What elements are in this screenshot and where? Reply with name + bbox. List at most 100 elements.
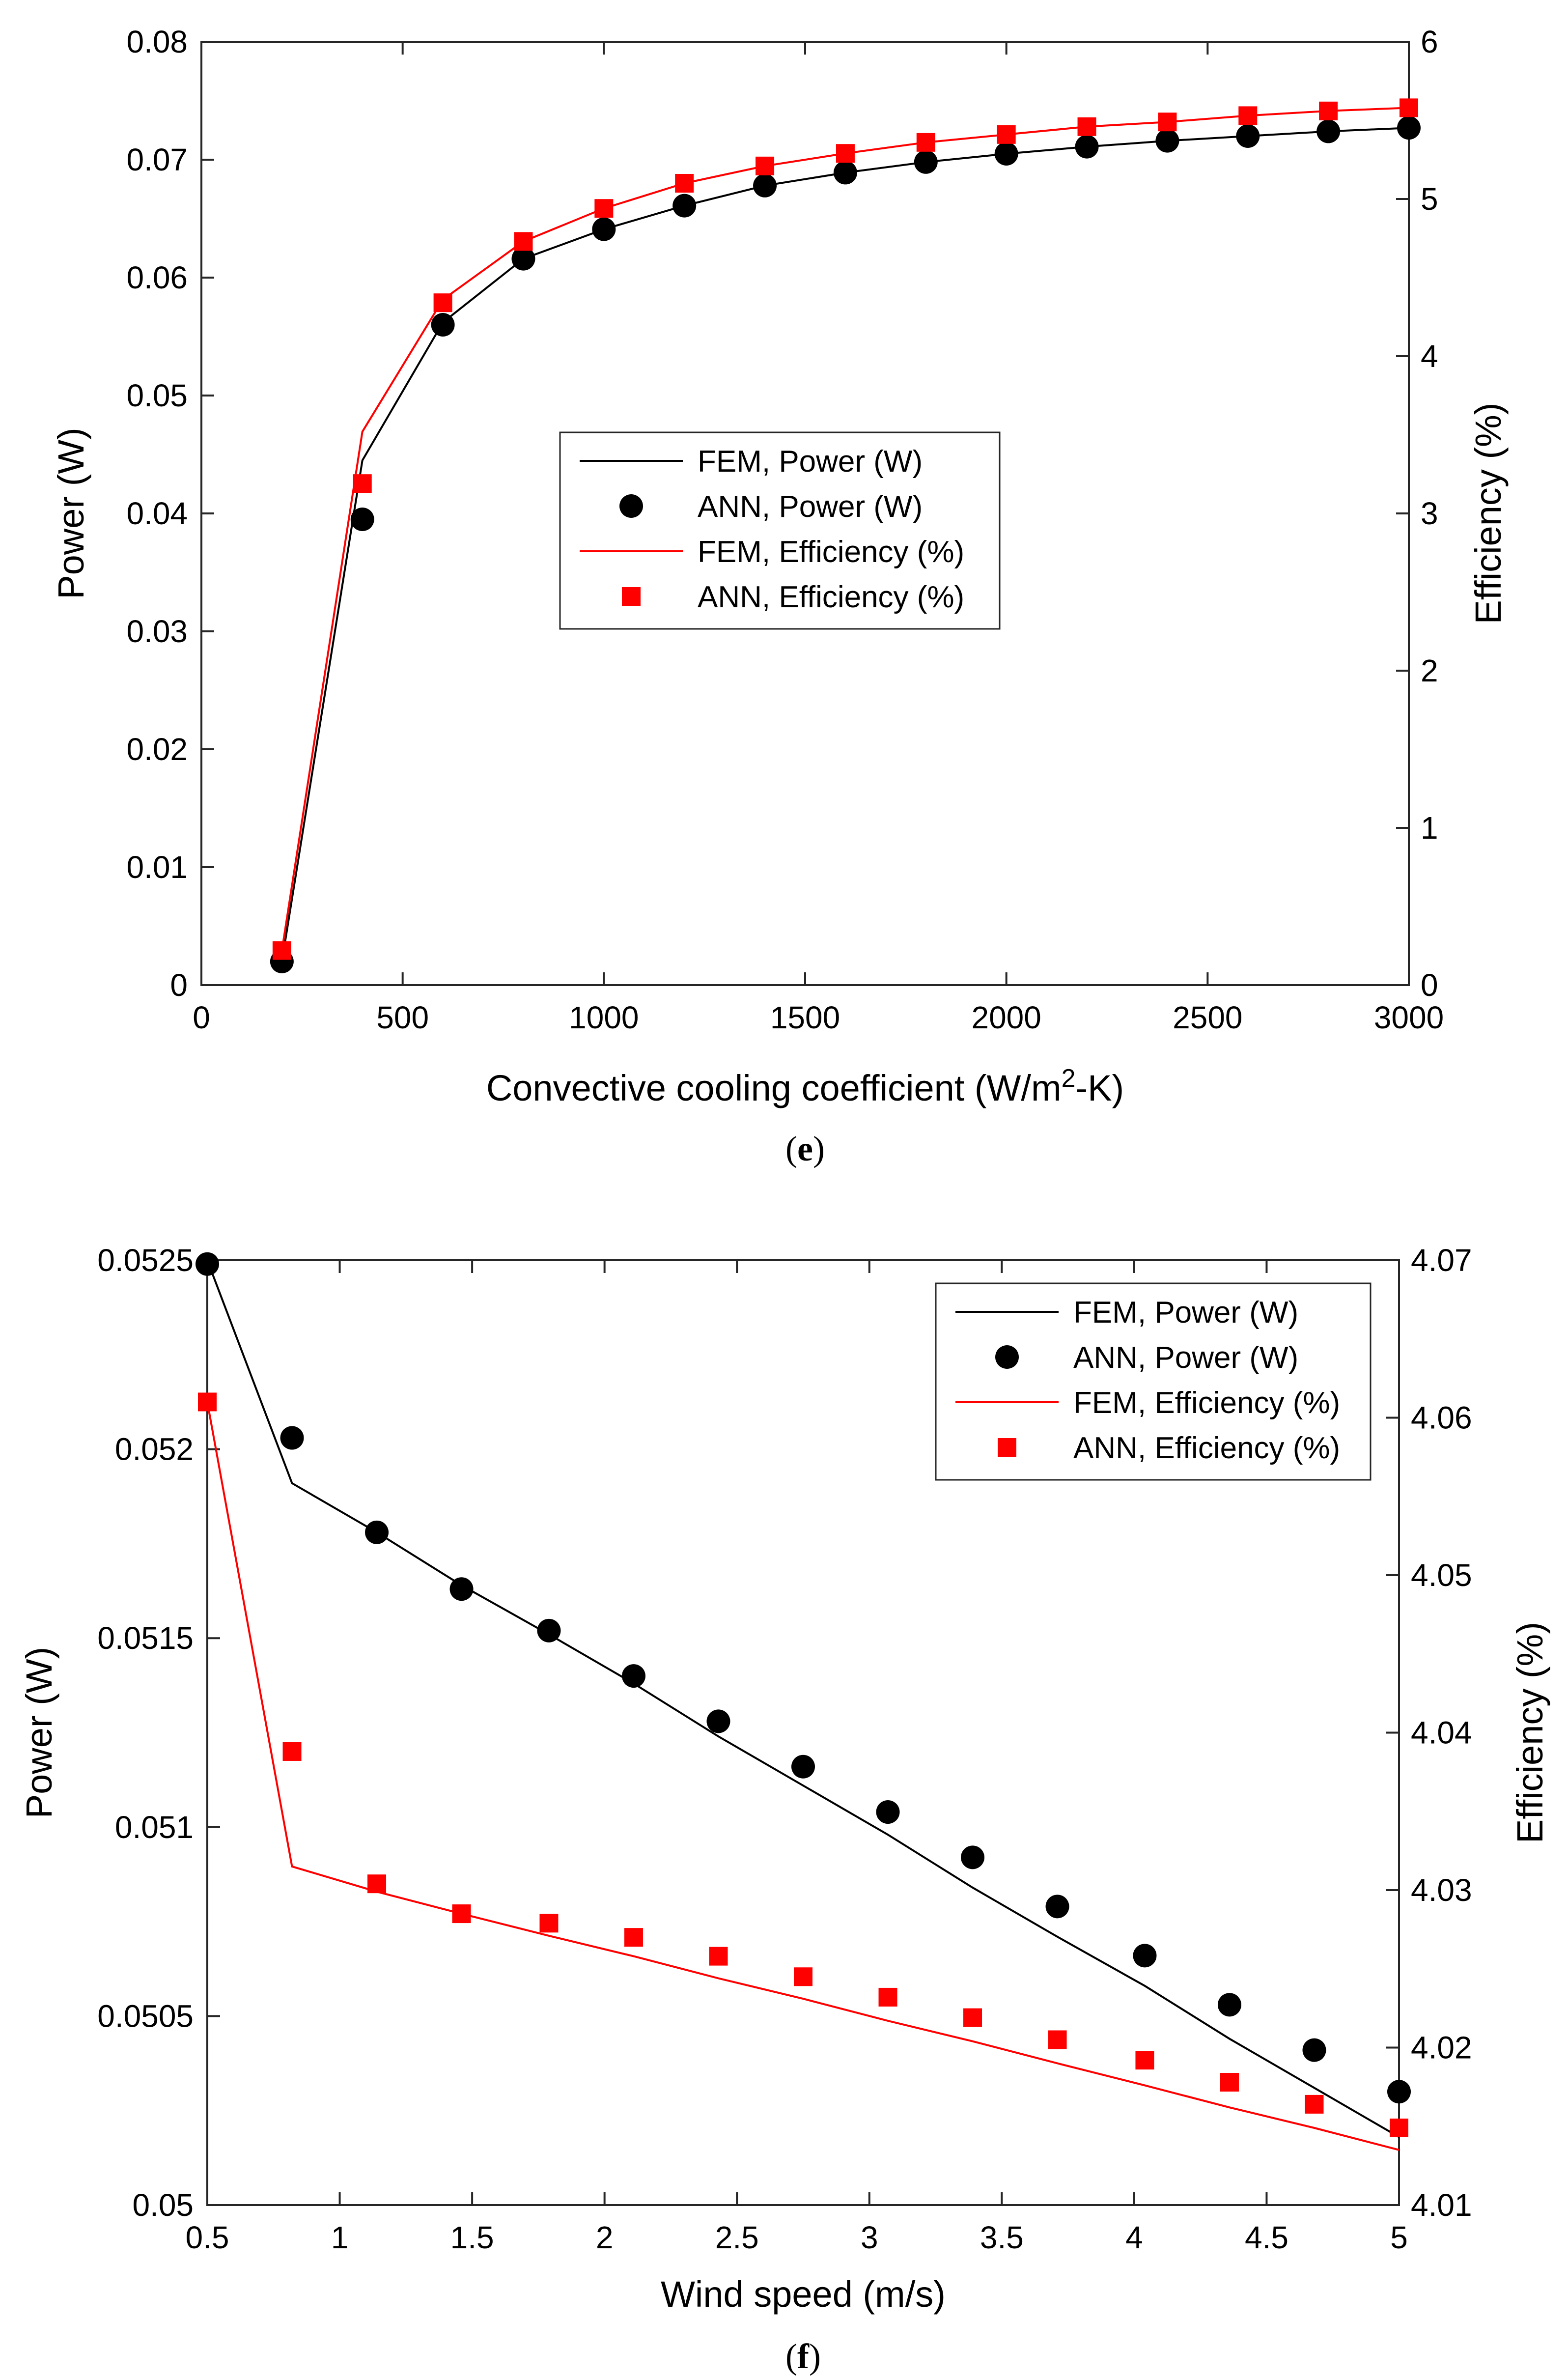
data-point-square [433,293,452,312]
y-right-tick-label: 3 [1421,496,1438,531]
data-point-circle [621,1664,645,1688]
series-ann-efficiency [198,1392,1408,2137]
data-point-circle [1075,135,1099,159]
y-right-tick-label: 4.06 [1411,1400,1472,1436]
data-point-circle [791,1755,815,1779]
data-point-square [794,1967,812,1986]
x-tick-label: 3.5 [980,2220,1024,2255]
legend-circle-swatch [995,1345,1019,1369]
y-left-tick-label: 0.0515 [97,1620,194,1656]
legend-square-swatch [622,587,641,606]
data-point-square [282,1742,302,1761]
y-right-tick-label: 2 [1421,653,1438,688]
chart-f: 0.5 1 1.5 2 2.5 3 3.5 4 4.5 5 0.05 0.0505 0.051 0.051… [19,1243,1550,2376]
y-left-tick-label: 0.07 [126,142,188,177]
y-right-tick-label: 4 [1421,339,1438,374]
data-point-circle [537,1618,561,1642]
y-right-tick-label: 4.04 [1411,1715,1472,1751]
data-point-square [1077,117,1096,136]
data-point-circle [961,1845,985,1869]
y-left-tick-label: 0.0505 [97,1998,194,2034]
data-point-square [878,1987,897,2007]
y-right-tick-label: 4.05 [1411,1557,1472,1593]
y-left-axis-label: Power (W) [51,427,91,599]
data-point-circle [365,1520,389,1544]
legend-label: FEM, Power (W) [1073,1296,1298,1330]
data-point-circle [1302,2038,1326,2062]
data-point-circle [511,247,535,271]
data-point-square [272,941,291,960]
y-left-tick-label: 0.06 [126,260,188,295]
y-left-tick-label: 0.01 [126,849,188,885]
series-line [206,1402,1400,2151]
data-point-circle [833,161,857,185]
x-tick-label: 1000 [569,1000,639,1035]
y-right-tick-label: 5 [1421,181,1438,217]
data-point-square [198,1392,217,1412]
y-left-tick-label: 0.052 [115,1432,194,1467]
legend-label: ANN, Efficiency (%) [1073,1431,1340,1465]
x-tick-label: 500 [376,1000,429,1035]
y-right-tick-label: 0 [1421,967,1438,1003]
legend-circle-swatch [619,494,643,518]
x-tick-label: 2000 [971,1000,1041,1035]
y-left-tick-label: 0.05 [126,378,188,413]
data-point-circle [1316,119,1341,143]
data-point-circle [753,173,777,198]
series-ann-power-w [196,1252,1411,2104]
x-tick-label: 0.5 [186,2220,229,2255]
y-right-tick-label: 6 [1421,24,1438,59]
data-point-square [1220,2073,1239,2092]
data-point-square [514,232,533,251]
x-tick-label: 1 [331,2220,349,2255]
y-left-tick-label: 0 [170,967,188,1003]
x-axis-label: Convective cooling coefficient (W/m2-K) [486,1064,1124,1108]
data-point-square [1319,101,1338,120]
data-point-circle [1397,116,1421,140]
data-point-square [624,1928,643,1947]
y-left-tick-label: 0.051 [115,1810,194,1845]
y-left-tick-label: 0.04 [126,496,188,531]
figure-caption: (f) [785,2337,821,2376]
data-point-square [539,1914,559,1933]
y-right-tick-label: 4.07 [1411,1243,1472,1278]
series-fem-efficiency [206,1402,1400,2151]
data-point-square [452,1904,471,1924]
x-axis-label: Wind speed (m/s) [661,2274,946,2315]
data-point-square [675,174,694,193]
data-point-circle [592,217,616,241]
y-right-tick-label: 4.02 [1411,2030,1472,2066]
legend-label: ANN, Power (W) [1073,1341,1298,1375]
x-tick-label: 1500 [770,1000,840,1035]
data-point-circle [1217,1993,1241,2017]
y-left-axis-label: Power (W) [19,1647,59,1818]
legend-label: FEM, Efficiency (%) [698,535,964,569]
y-left-tick-label: 0.0525 [97,1243,194,1278]
x-tick-label: 3 [861,2220,878,2255]
y-right-tick-label: 4.01 [1411,2187,1472,2223]
data-point-circle [672,194,697,218]
series-ann-power-w [270,116,1421,973]
y-right-axis-label: Efficiency (%) [1468,403,1509,624]
y-left-tick-label: 0.03 [126,614,188,649]
data-point-circle [280,1426,304,1450]
data-point-circle [994,142,1018,166]
data-point-square [1135,2051,1154,2070]
data-point-square [1158,113,1177,132]
legend-label: ANN, Efficiency (%) [698,580,964,614]
y-right-axis-label: Efficiency (%) [1510,1622,1550,1843]
data-point-square [1238,106,1258,125]
chart-e: 0 500 1000 1500 2000 2500 300000.010.020.030.0… [51,24,1509,1168]
legend-label: ANN, Power (W) [698,490,923,524]
y-left-tick-label: 0.08 [126,24,188,59]
data-point-circle [1045,1895,1069,1919]
x-tick-label: 2500 [1173,1000,1242,1035]
x-tick-label: 0 [193,1000,210,1035]
series-fem-power-w [206,1260,1400,2138]
data-point-square [963,2008,982,2027]
data-point-circle [449,1577,474,1601]
data-point-square [916,133,935,152]
data-point-circle [1236,124,1260,148]
legend-label: FEM, Power (W) [698,445,923,479]
x-tick-label: 4.5 [1245,2220,1288,2255]
